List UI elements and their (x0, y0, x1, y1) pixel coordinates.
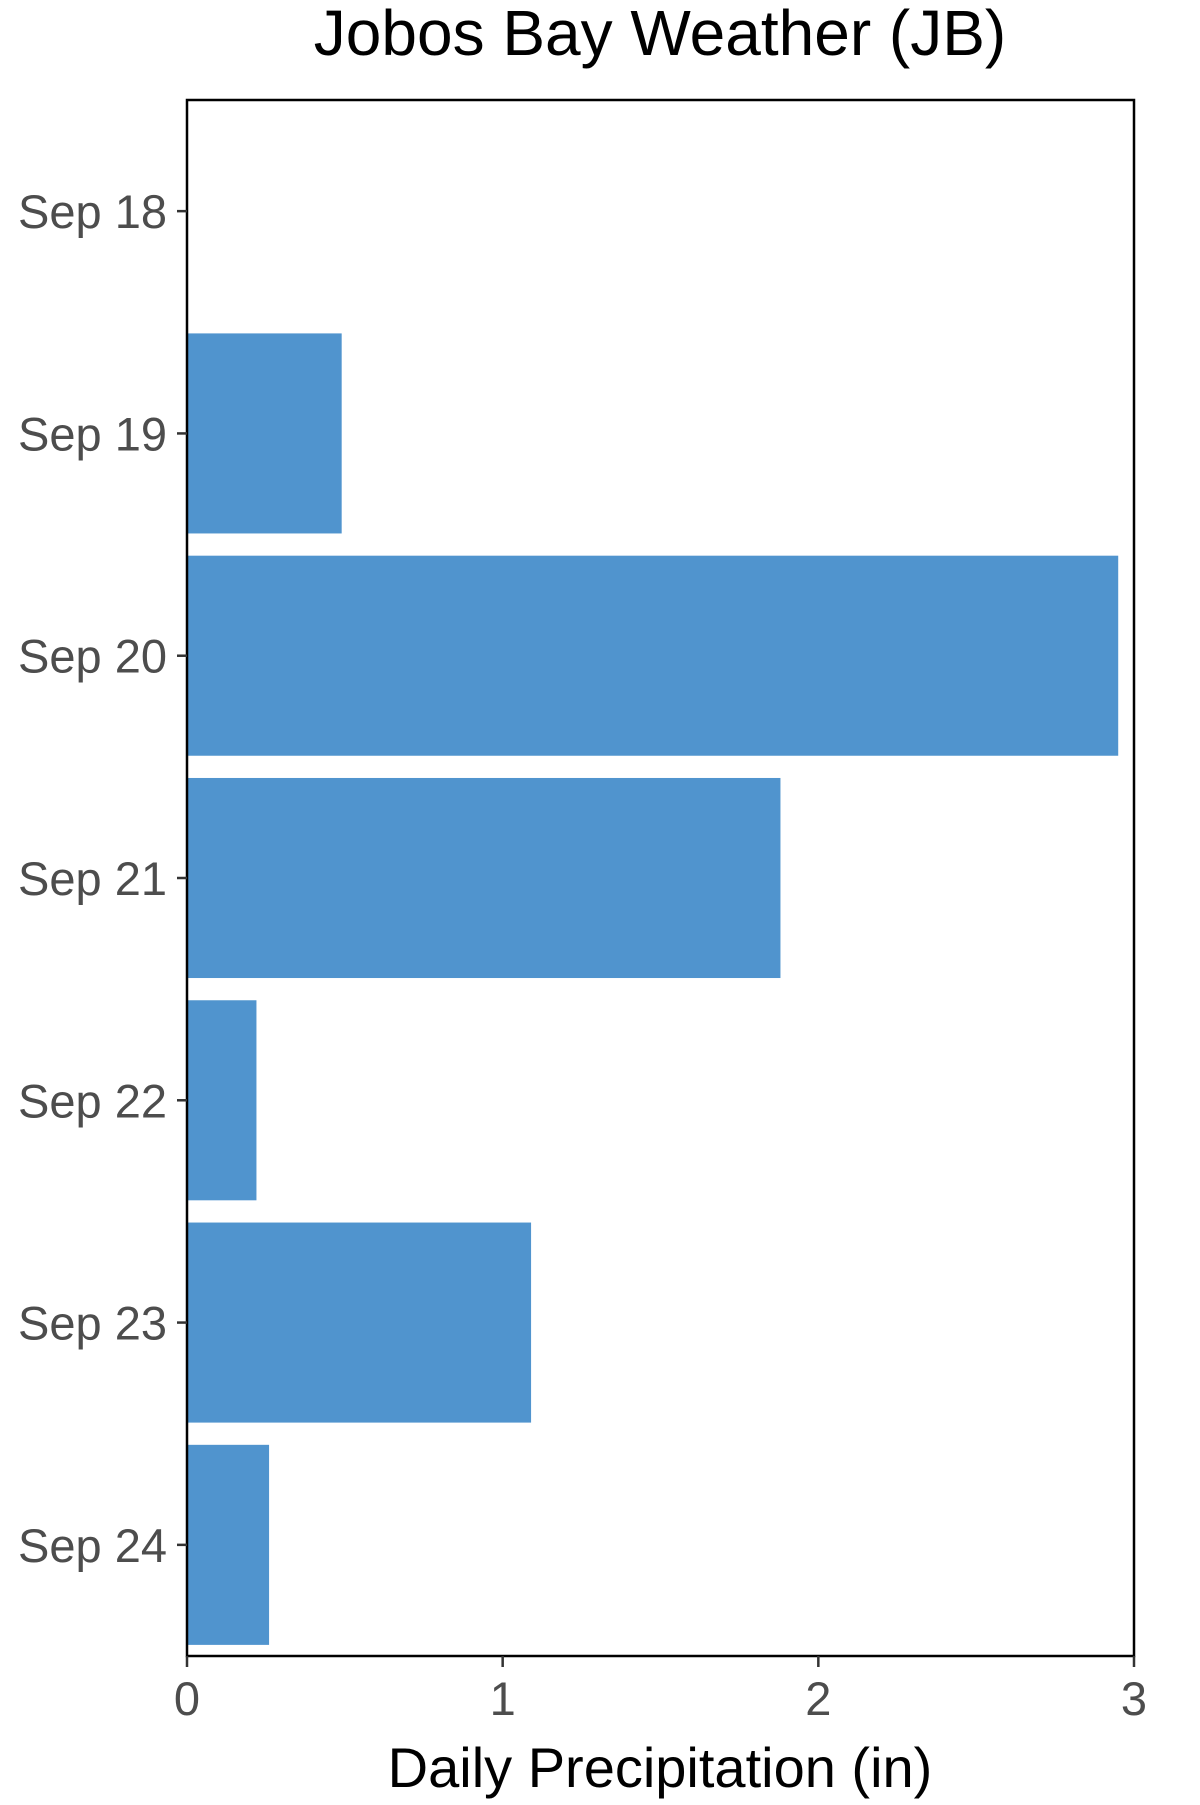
y-tick-label: Sep 21 (18, 852, 167, 905)
bar-sep-19 (187, 333, 342, 534)
x-tick-label: 0 (174, 1672, 200, 1725)
x-tick-label: 3 (1121, 1672, 1147, 1725)
y-tick-label: Sep 22 (18, 1074, 167, 1127)
y-tick-label: Sep 23 (18, 1297, 167, 1350)
bar-sep-21 (187, 777, 781, 979)
y-tick-label: Sep 18 (18, 185, 167, 238)
bar-sep-24 (187, 1444, 270, 1645)
chart-title: Jobos Bay Weather (JB) (314, 0, 1006, 69)
x-tick-label: 1 (490, 1672, 516, 1725)
y-tick-label: Sep 20 (18, 630, 167, 683)
bar-sep-23 (187, 1222, 532, 1423)
x-tick-label: 2 (805, 1672, 831, 1725)
bar-sep-22 (187, 1000, 257, 1201)
x-axis-title: Daily Precipitation (in) (388, 1736, 933, 1799)
axes-layer: Sep 18 Sep 19 Sep 20 Sep 21 Sep 22 Sep 23 Sep … (18, 185, 1147, 1725)
bar-sep-20 (187, 555, 1119, 756)
bars-layer (187, 333, 1119, 1645)
y-tick-label: Sep 24 (18, 1519, 167, 1572)
y-tick-label: Sep 19 (18, 407, 167, 460)
